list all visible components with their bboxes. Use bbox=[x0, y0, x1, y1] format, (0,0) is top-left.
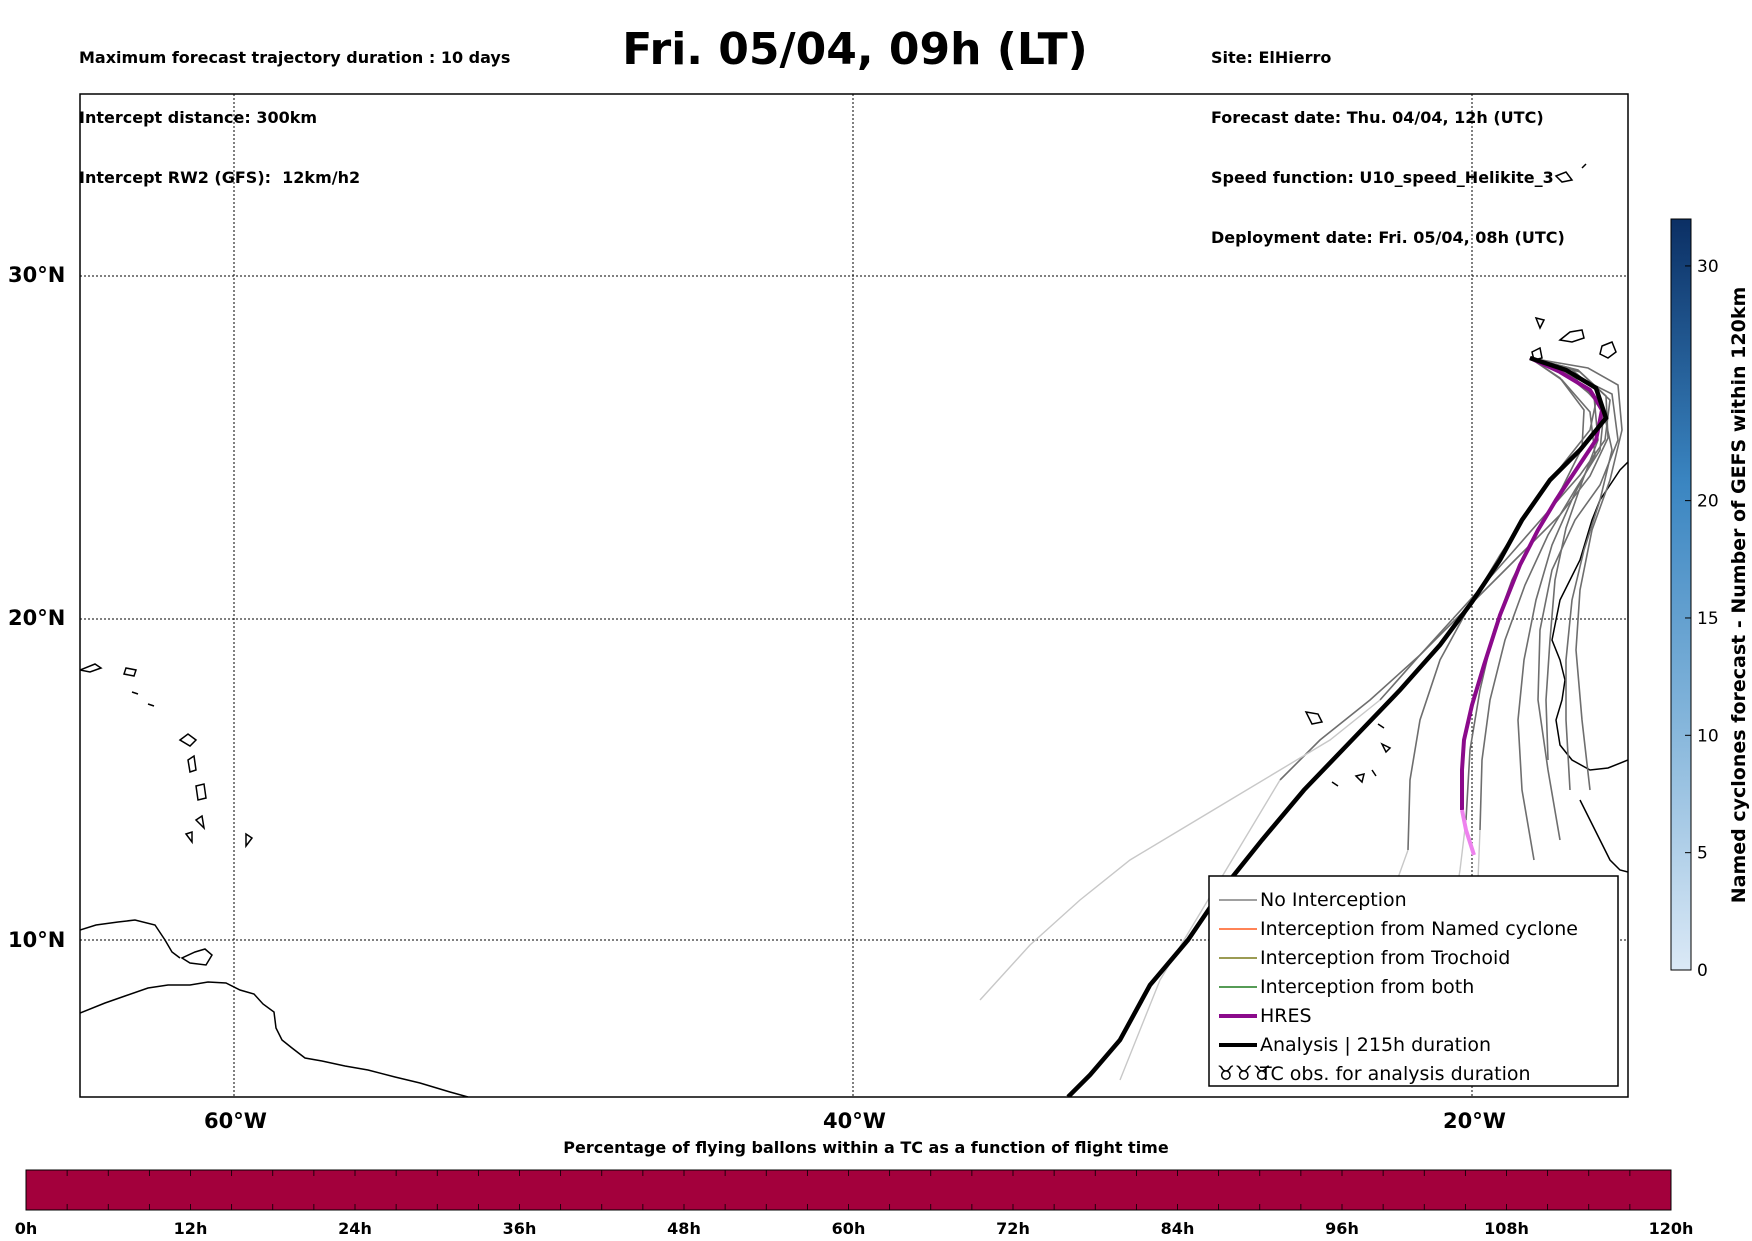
lat-label-20n: 20°N bbox=[8, 606, 66, 630]
flight-time-colorbar: Percentage of flying ballons within a TC… bbox=[15, 1138, 1694, 1238]
legend-box bbox=[1208, 875, 1619, 1087]
header-left-line: Maximum forecast trajectory duration : 1… bbox=[79, 48, 511, 67]
header-left-line: Intercept RW2 (GFS): 12km/h2 bbox=[79, 168, 361, 187]
header-info-right: Site: ElHierro Forecast date: Thu. 04/04… bbox=[1211, 8, 1565, 268]
ensemble-member-path bbox=[1529, 357, 1619, 841]
legend-label: TC obs. for analysis duration bbox=[1259, 1063, 1531, 1085]
cuba-hispaniola-fragment bbox=[80, 663, 103, 673]
ensemble-member-path bbox=[1529, 357, 1599, 761]
legend-label: Interception from both bbox=[1260, 976, 1474, 998]
map-title: Fri. 05/04, 09h (LT) bbox=[622, 24, 1088, 75]
coastlines bbox=[80, 163, 1628, 1097]
colorbar-bottom-tick-label: 108h bbox=[1484, 1219, 1529, 1238]
legend: No Interception Interception from Named c… bbox=[1208, 875, 1619, 1087]
lon-label-20w: 20°W bbox=[1443, 1109, 1506, 1133]
lesser-antilles bbox=[178, 733, 254, 849]
colorbar-bottom-title: Percentage of flying ballons within a TC… bbox=[563, 1138, 1169, 1157]
colorbar-bottom-tick-label: 120h bbox=[1649, 1219, 1694, 1238]
legend-label: HRES bbox=[1260, 1005, 1312, 1027]
header-right-line: Site: ElHierro bbox=[1211, 48, 1332, 67]
colorbar-right-tick-label: 5 bbox=[1697, 844, 1708, 864]
colorbar-bottom-tick-label: 36h bbox=[503, 1219, 537, 1238]
south-america-coast bbox=[80, 981, 469, 1097]
lon-label-60w: 60°W bbox=[204, 1109, 267, 1133]
colorbar-right-tick-label: 30 bbox=[1697, 257, 1719, 277]
colorbar-bottom-tick-label: 84h bbox=[1161, 1219, 1195, 1238]
colorbar-right-fill bbox=[1670, 218, 1692, 971]
colorbar-bottom-ticks: 0h 12h 24h 36h 48h 60h 72h 84h 96h 108h 120h bbox=[15, 1170, 1694, 1238]
ensemble-member-path-faded bbox=[1119, 779, 1281, 1081]
colorbar-bottom-tick-label: 0h bbox=[15, 1219, 38, 1238]
colorbar-bottom-tick-label: 48h bbox=[667, 1219, 701, 1238]
legend-tc-symbol: ♉♉♉ bbox=[1217, 1061, 1271, 1085]
colorbar-bottom-tick-label: 24h bbox=[338, 1219, 372, 1238]
venezuela-coast bbox=[80, 919, 181, 959]
colorbar-right-tick-label: 10 bbox=[1697, 726, 1719, 746]
lat-label-30n: 30°N bbox=[8, 263, 66, 287]
ensemble-member-path bbox=[1279, 357, 1609, 781]
header-right-line: Forecast date: Thu. 04/04, 12h (UTC) bbox=[1211, 108, 1544, 127]
ensemble-member-path-faded bbox=[979, 699, 1381, 1001]
puerto-rico bbox=[123, 667, 155, 707]
cyclone-colorbar: 0 5 10 15 20 30 Named cyclones forecast - Num… bbox=[1670, 218, 1750, 981]
analysis-trajectory bbox=[1066, 355, 1609, 1097]
colorbar-bottom-fill bbox=[25, 1169, 1672, 1211]
legend-label: Interception from Named cyclone bbox=[1260, 918, 1578, 940]
trinidad bbox=[180, 948, 213, 966]
madeira bbox=[1554, 163, 1587, 183]
ensemble-member-path bbox=[1529, 357, 1623, 791]
colorbar-bottom-tick-label: 12h bbox=[174, 1219, 208, 1238]
ensemble-member-path bbox=[1479, 357, 1605, 831]
legend-label: No Interception bbox=[1260, 889, 1407, 911]
graticule bbox=[80, 94, 1628, 1097]
header-left-line: Intercept distance: 300km bbox=[79, 108, 318, 127]
guinea-coast bbox=[1579, 799, 1628, 873]
colorbar-bottom-tick-label: 60h bbox=[832, 1219, 866, 1238]
colorbar-bottom-tick-label: 72h bbox=[996, 1219, 1030, 1238]
legend-label: Interception from Trochoid bbox=[1260, 947, 1510, 969]
hres-trajectory-tail bbox=[1460, 809, 1476, 856]
legend-items: No Interception Interception from Named c… bbox=[1217, 889, 1578, 1085]
header-info-left: Maximum forecast trajectory duration : 1… bbox=[79, 8, 510, 208]
colorbar-right-tick-label: 20 bbox=[1697, 492, 1719, 512]
map-frame bbox=[79, 93, 1629, 1098]
ensemble-member-path bbox=[1517, 357, 1596, 861]
colorbar-bottom-tick-label: 96h bbox=[1325, 1219, 1359, 1238]
header-right-line: Deployment date: Fri. 05/04, 08h (UTC) bbox=[1211, 228, 1565, 247]
legend-label: Analysis | 215h duration bbox=[1260, 1034, 1491, 1056]
hres-trajectory bbox=[1460, 356, 1605, 810]
cape-verde bbox=[1304, 711, 1392, 787]
colorbar-right-tick-label: 15 bbox=[1697, 609, 1719, 629]
ensemble-member-path bbox=[1529, 357, 1613, 791]
colorbar-right-ticks: 0 5 10 15 20 30 bbox=[1685, 257, 1719, 981]
colorbar-right-label: Named cyclones forecast - Number of GEFS… bbox=[1728, 287, 1750, 904]
lon-label-40w: 40°W bbox=[823, 1109, 886, 1133]
lat-label-10n: 10°N bbox=[8, 928, 66, 952]
colorbar-right-tick-label: 0 bbox=[1697, 961, 1708, 981]
canary-islands bbox=[1531, 316, 1617, 361]
header-right-line: Speed function: U10_speed_Helikite_3 bbox=[1211, 168, 1554, 187]
